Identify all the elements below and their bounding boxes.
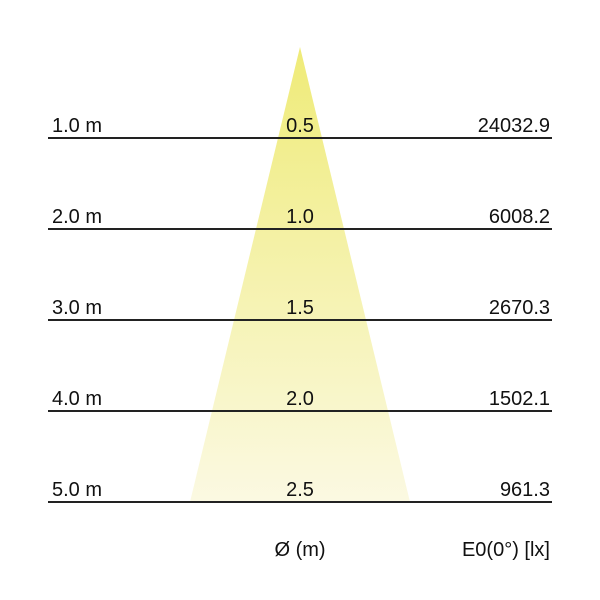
distance-label: 4.0 m (52, 388, 103, 410)
diameter-value: 1.0 (286, 206, 314, 228)
distance-line (48, 410, 552, 412)
distance-line (48, 137, 552, 139)
illuminance-value: 24032.9 (477, 115, 550, 137)
illuminance-value: 961.3 (499, 479, 550, 501)
illuminance-value: 2670.3 (488, 297, 550, 319)
distance-label: 5.0 m (52, 479, 103, 501)
illuminance-value: 6008.2 (488, 206, 550, 228)
diameter-value: 0.5 (286, 115, 314, 137)
diameter-value: 2.0 (286, 388, 314, 410)
distance-label: 3.0 m (52, 297, 103, 319)
beam-cone (190, 47, 410, 502)
diameter-value: 1.5 (286, 297, 314, 319)
illuminance-value: 1502.1 (488, 388, 550, 410)
distance-label: 2.0 m (52, 206, 103, 228)
diameter-value: 2.5 (286, 479, 314, 501)
diameter-axis-label: Ø (m) (274, 539, 326, 561)
distance-line (48, 501, 552, 503)
illuminance-axis-label: E0(0°) [lx] (461, 539, 550, 561)
distance-label: 1.0 m (52, 115, 103, 137)
distance-line (48, 319, 552, 321)
distance-line (48, 228, 552, 230)
